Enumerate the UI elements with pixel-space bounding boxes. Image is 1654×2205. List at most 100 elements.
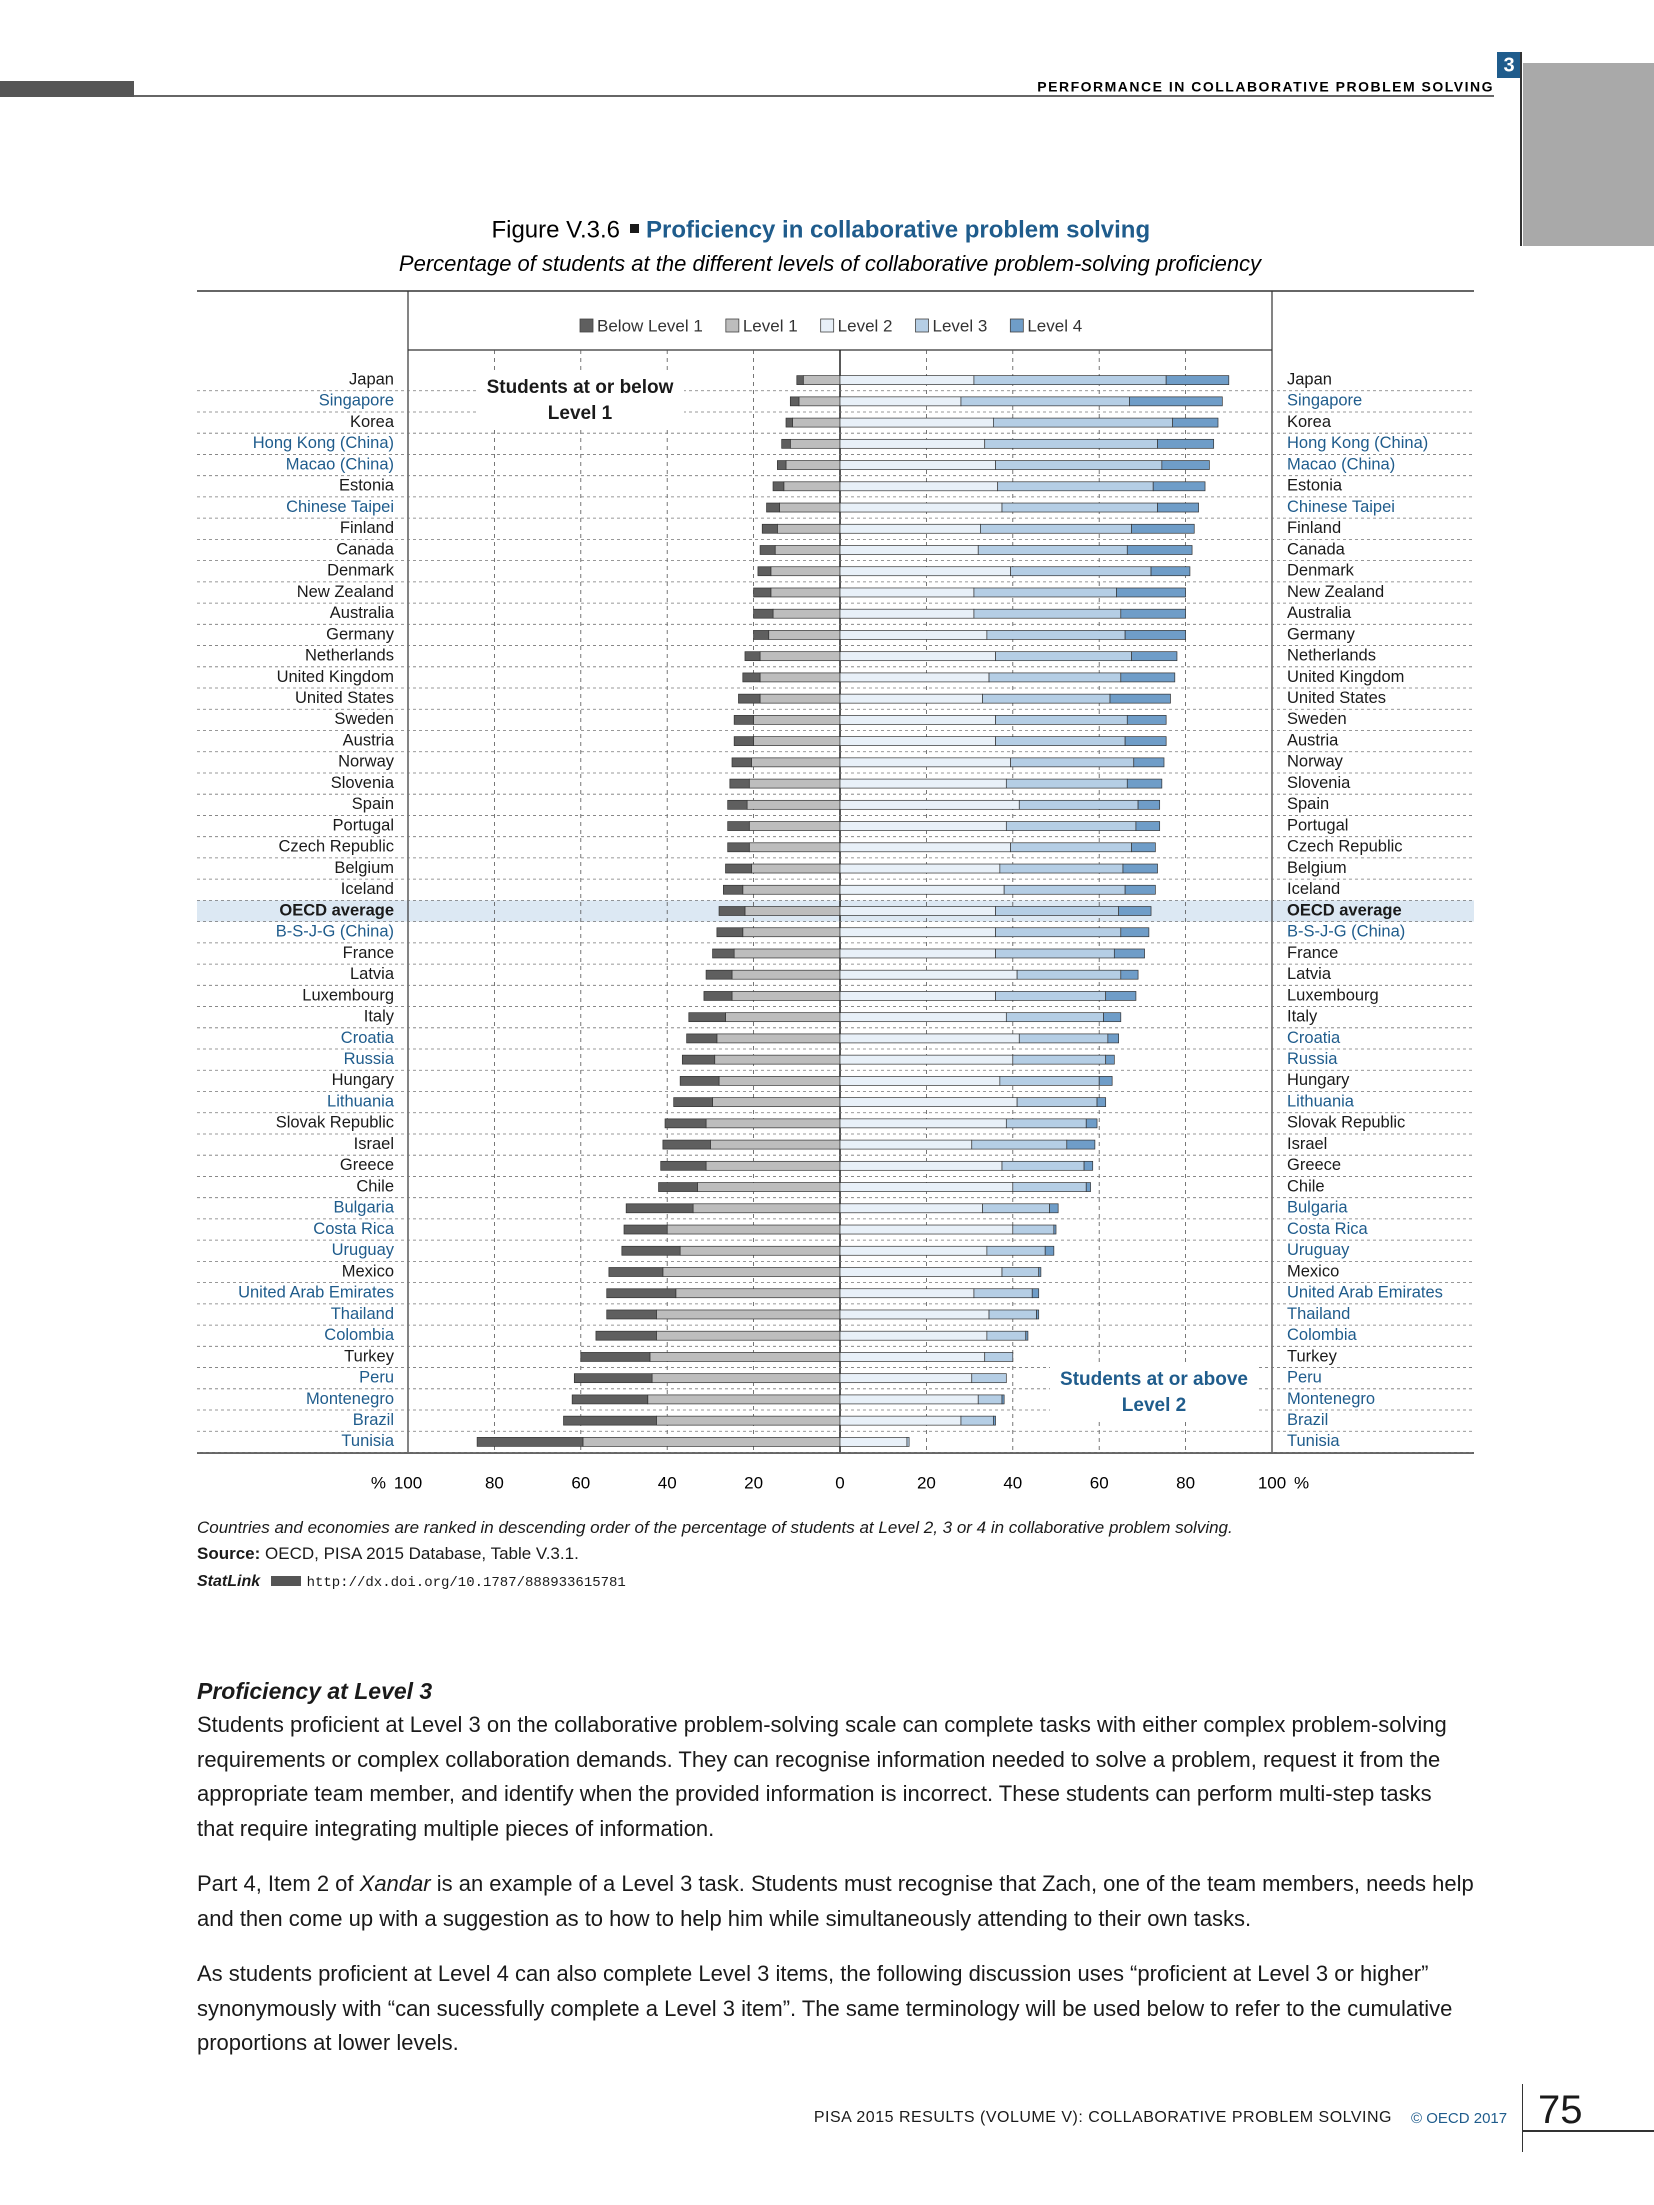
body-text: Proficiency at Level 3 Students proficie… bbox=[197, 1674, 1474, 2082]
source-line: Source: OECD, PISA 2015 Database, Table … bbox=[197, 1544, 579, 1564]
bar-segment bbox=[731, 991, 841, 1001]
bar-segment bbox=[753, 630, 770, 640]
category-label-right: B-S-J-G (China) bbox=[1287, 923, 1405, 941]
bar-segment bbox=[839, 566, 1011, 577]
category-label: Chile bbox=[356, 1177, 394, 1195]
bar-segment bbox=[733, 736, 754, 746]
category-label: Israel bbox=[354, 1135, 394, 1153]
bar-segment bbox=[1109, 693, 1171, 704]
bar-segment bbox=[714, 1054, 841, 1065]
bar-segment bbox=[839, 736, 996, 746]
category-label-right: Lithuania bbox=[1287, 1092, 1355, 1110]
category-label-right: Russia bbox=[1287, 1050, 1338, 1068]
bar-segment bbox=[802, 375, 841, 385]
bar-segment bbox=[1105, 991, 1137, 1001]
legend-swatch bbox=[915, 318, 929, 333]
category-label: Finland bbox=[340, 519, 394, 537]
bar-segment bbox=[733, 715, 754, 725]
bar-segment bbox=[977, 545, 1128, 555]
bar-segment bbox=[973, 1288, 1033, 1299]
category-label: Russia bbox=[344, 1050, 395, 1068]
category-label: Hong Kong (China) bbox=[253, 434, 394, 452]
bar-segment bbox=[993, 417, 1173, 428]
bar-segment bbox=[839, 1394, 979, 1405]
bar-segment bbox=[1044, 1245, 1055, 1256]
bar-segment bbox=[675, 1288, 841, 1299]
bar-segment bbox=[1010, 566, 1152, 577]
category-label-right: Peru bbox=[1287, 1369, 1322, 1387]
category-label-right: Mexico bbox=[1287, 1262, 1339, 1280]
bar-segment bbox=[753, 587, 772, 598]
bar-segment bbox=[742, 672, 761, 683]
bar-segment bbox=[759, 545, 776, 555]
category-label-right: OECD average bbox=[1287, 901, 1402, 919]
bar-segment bbox=[906, 1437, 910, 1447]
category-label-right: Bulgaria bbox=[1287, 1199, 1348, 1217]
bar-segment bbox=[960, 396, 1130, 407]
text: Part 4, Item 2 of bbox=[197, 1871, 360, 1896]
x-tick-label: 60 bbox=[571, 1473, 590, 1492]
bar-segment bbox=[573, 1373, 653, 1384]
category-label: Iceland bbox=[341, 880, 394, 898]
category-label-right: Macao (China) bbox=[1287, 455, 1395, 473]
bar-segment bbox=[988, 672, 1122, 683]
category-label-right: Norway bbox=[1287, 753, 1344, 771]
bar-segment bbox=[658, 1182, 698, 1192]
bar-segment bbox=[839, 1012, 1007, 1023]
bar-segment bbox=[1118, 906, 1152, 916]
bar-segment bbox=[1001, 502, 1158, 513]
bar-segment bbox=[1124, 884, 1156, 895]
bar-segment bbox=[623, 1224, 668, 1235]
x-tick-label: 80 bbox=[485, 1473, 504, 1492]
category-label: Italy bbox=[364, 1008, 395, 1026]
bar-segment bbox=[774, 545, 841, 555]
bar-segment bbox=[993, 1415, 996, 1426]
bar-segment bbox=[712, 1097, 841, 1107]
bar-segment bbox=[1135, 821, 1161, 831]
bar-segment bbox=[759, 651, 841, 662]
statlink-url[interactable]: http://dx.doi.org/10.1787/888933615781 bbox=[306, 1575, 626, 1591]
legend-label: Level 2 bbox=[838, 316, 893, 335]
category-label: France bbox=[343, 944, 394, 962]
x-tick-label: 100 bbox=[1258, 1473, 1286, 1492]
bar-segment bbox=[839, 1076, 1001, 1086]
legend-swatch bbox=[725, 318, 740, 333]
bar-segment bbox=[768, 630, 841, 640]
category-label-right: Iceland bbox=[1287, 880, 1340, 898]
bar-segment bbox=[839, 863, 1001, 874]
page-number: 75 bbox=[1538, 2088, 1583, 2132]
bar-segment bbox=[973, 608, 1122, 619]
bar-segment bbox=[839, 417, 994, 428]
category-label-right: France bbox=[1287, 944, 1338, 962]
bar-segment bbox=[656, 1309, 841, 1320]
category-label: Japan bbox=[349, 370, 394, 388]
bar-segment bbox=[839, 523, 981, 534]
category-label-right: Luxembourg bbox=[1287, 986, 1379, 1004]
bar-segment bbox=[1131, 523, 1195, 534]
category-label-right: Thailand bbox=[1287, 1305, 1350, 1323]
bar-segment bbox=[1126, 545, 1193, 555]
x-tick-label: 80 bbox=[1176, 1473, 1195, 1492]
bar-segment bbox=[731, 969, 841, 980]
bar-segment bbox=[625, 1203, 694, 1214]
bar-segment bbox=[839, 1415, 962, 1426]
bar-segment bbox=[839, 545, 979, 555]
bar-segment bbox=[839, 1160, 1003, 1171]
bar-segment bbox=[789, 396, 800, 407]
bar-segment bbox=[1001, 1160, 1085, 1171]
bar-segment bbox=[738, 693, 761, 704]
bar-segment bbox=[777, 460, 787, 470]
header-photo bbox=[1523, 63, 1654, 246]
category-label-right: Australia bbox=[1287, 604, 1352, 622]
bar-segment bbox=[839, 1330, 988, 1341]
bar-segment bbox=[995, 991, 1107, 1001]
category-label-right: Colombia bbox=[1287, 1326, 1358, 1344]
statlink-icon bbox=[270, 1576, 301, 1586]
emphasis: Xandar bbox=[359, 1871, 431, 1896]
category-label-right: Latvia bbox=[1287, 965, 1332, 983]
bar-segment bbox=[1053, 1224, 1057, 1235]
bar-segment bbox=[839, 1118, 1007, 1129]
bar-segment bbox=[727, 821, 750, 831]
category-label: Korea bbox=[350, 413, 395, 431]
